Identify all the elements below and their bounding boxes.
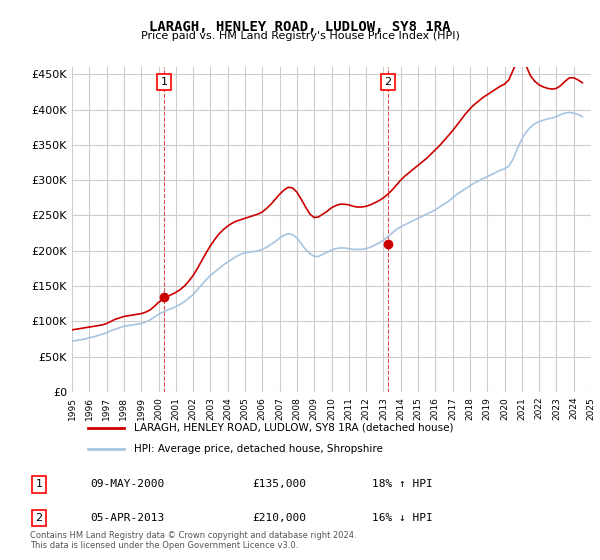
Text: 2: 2 bbox=[35, 513, 43, 523]
Text: 16% ↓ HPI: 16% ↓ HPI bbox=[372, 513, 433, 523]
Text: Contains HM Land Registry data © Crown copyright and database right 2024.
This d: Contains HM Land Registry data © Crown c… bbox=[30, 530, 356, 550]
Text: £135,000: £135,000 bbox=[252, 479, 306, 489]
Text: 2: 2 bbox=[384, 77, 391, 87]
Text: 1: 1 bbox=[161, 77, 168, 87]
Text: LARAGH, HENLEY ROAD, LUDLOW, SY8 1RA: LARAGH, HENLEY ROAD, LUDLOW, SY8 1RA bbox=[149, 20, 451, 34]
Text: 09-MAY-2000: 09-MAY-2000 bbox=[90, 479, 164, 489]
Text: 1: 1 bbox=[35, 479, 43, 489]
Text: LARAGH, HENLEY ROAD, LUDLOW, SY8 1RA (detached house): LARAGH, HENLEY ROAD, LUDLOW, SY8 1RA (de… bbox=[134, 423, 454, 433]
Text: £210,000: £210,000 bbox=[252, 513, 306, 523]
Text: Price paid vs. HM Land Registry's House Price Index (HPI): Price paid vs. HM Land Registry's House … bbox=[140, 31, 460, 41]
Text: 18% ↑ HPI: 18% ↑ HPI bbox=[372, 479, 433, 489]
Text: HPI: Average price, detached house, Shropshire: HPI: Average price, detached house, Shro… bbox=[134, 444, 383, 454]
Text: 05-APR-2013: 05-APR-2013 bbox=[90, 513, 164, 523]
